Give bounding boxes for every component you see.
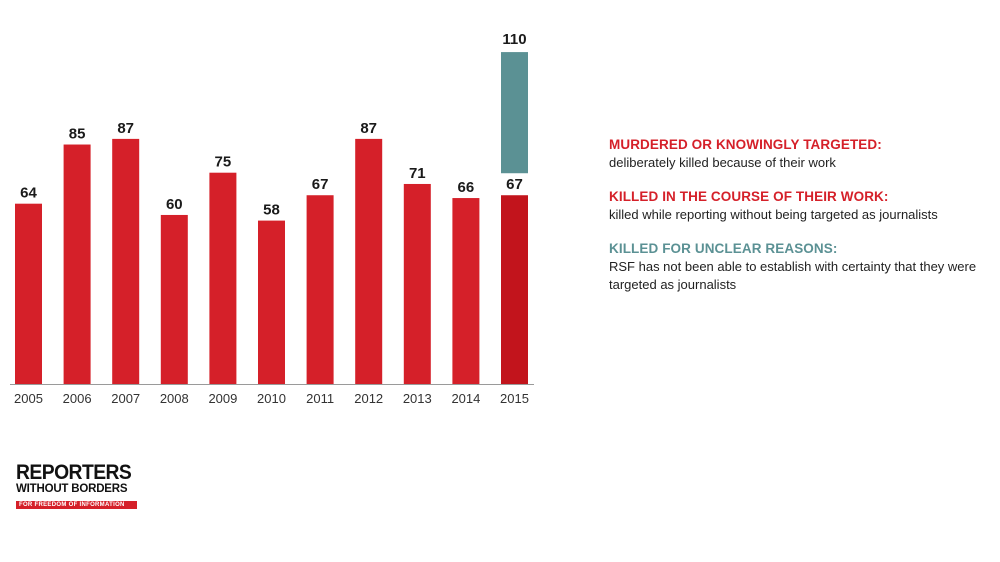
x-tick-2011: 2011	[306, 391, 334, 406]
legend-item-unclear: KILLED FOR UNCLEAR REASONS: RSF has not …	[609, 240, 994, 294]
data-label-2015: 67	[506, 176, 523, 193]
logo-line1: REPORTERS	[16, 461, 132, 484]
x-tick-2008: 2008	[160, 391, 189, 406]
logo-line2: WITHOUT BORDERS	[16, 483, 128, 495]
x-tick-2006: 2006	[63, 391, 92, 406]
x-tick-2009: 2009	[208, 391, 237, 406]
x-tick-2010: 2010	[257, 391, 286, 406]
bar-2009-murdered	[209, 172, 237, 384]
bar-2013-murdered	[403, 183, 431, 384]
x-tick-2012: 2012	[354, 391, 383, 406]
legend-desc-unclear: RSF has not been able to establish with …	[609, 259, 977, 292]
bar-2012-murdered	[355, 138, 383, 384]
data-label-2008: 60	[166, 196, 183, 213]
bar-chart: 64 2005 85 2006 87 2007 60 2008 75 2009 58 2010 67 20…	[10, 31, 534, 406]
x-tick-2015: 2015	[500, 391, 529, 406]
data-label-2010: 58	[263, 202, 280, 219]
data-label-2007: 87	[117, 120, 134, 137]
bar-2007-murdered	[112, 138, 140, 384]
x-tick-2013: 2013	[403, 391, 432, 406]
bar-2006-murdered	[63, 144, 91, 384]
x-tick-2014: 2014	[451, 391, 480, 406]
legend-title-killed-course: KILLED IN THE COURSE OF THEIR WORK:	[609, 189, 889, 204]
legend-title-unclear: KILLED FOR UNCLEAR REASONS:	[609, 241, 838, 256]
data-label-2011: 67	[312, 176, 329, 193]
bar-2015-unclear	[501, 52, 528, 174]
x-tick-2005: 2005	[14, 391, 43, 406]
legend-desc-killed-course: killed while reporting without being tar…	[609, 207, 938, 222]
bar-2010-murdered	[258, 220, 285, 384]
data-label-2005: 64	[20, 185, 37, 202]
bar-2011-murdered	[306, 195, 334, 384]
data-label-2009: 75	[215, 154, 232, 171]
total-label-2015: 110	[502, 31, 526, 48]
legend-title-murdered: MURDERED OR KNOWINGLY TARGETED:	[609, 137, 882, 152]
legend-desc-murdered: deliberately killed because of their wor…	[609, 155, 836, 170]
x-tick-2007: 2007	[111, 391, 140, 406]
logo-tagline: FOR FREEDOM OF INFORMATION	[16, 501, 137, 509]
rsf-logo: REPORTERS WITHOUT BORDERS FOR FREEDOM OF…	[16, 461, 146, 514]
bar-2008-murdered	[160, 214, 188, 384]
legend: MURDERED OR KNOWINGLY TARGETED: delibera…	[609, 136, 994, 310]
bar-2015-murdered	[501, 195, 528, 384]
bar-2005-murdered	[15, 203, 42, 384]
data-label-2013: 71	[409, 165, 426, 182]
data-label-2012: 87	[360, 120, 377, 137]
data-label-2006: 85	[69, 126, 86, 143]
data-label-2014: 66	[458, 179, 475, 196]
bar-2014-murdered	[452, 198, 480, 384]
legend-item-killed-course: KILLED IN THE COURSE OF THEIR WORK: kill…	[609, 188, 994, 224]
legend-item-murdered: MURDERED OR KNOWINGLY TARGETED: delibera…	[609, 136, 994, 172]
